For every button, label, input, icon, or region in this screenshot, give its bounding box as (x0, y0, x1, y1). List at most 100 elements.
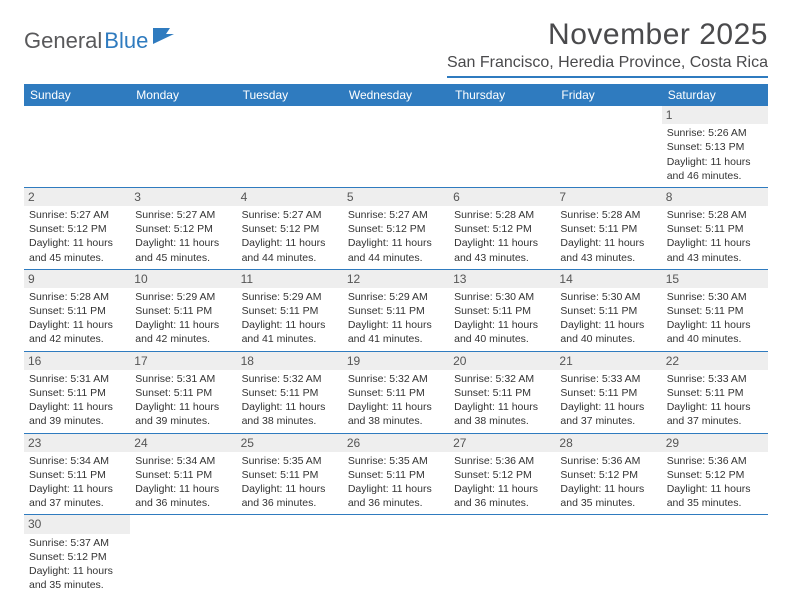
day-details: Sunrise: 5:29 AMSunset: 5:11 PMDaylight:… (241, 290, 339, 347)
calendar-cell: 11 Sunrise: 5:29 AMSunset: 5:11 PMDayligh… (237, 269, 343, 351)
calendar-cell: 16Sunrise: 5:31 AMSunset: 5:11 PMDayligh… (24, 351, 130, 433)
calendar-cell: 28 Sunrise: 5:36 AMSunset: 5:12 PMDayligh… (555, 433, 661, 515)
day-details: Sunrise: 5:27 AMSunset: 5:12 PMDaylight:… (28, 208, 126, 265)
calendar-header-row: SundayMondayTuesdayWednesdayThursdayFrid… (24, 84, 768, 106)
calendar-cell: 13 Sunrise: 5:30 AMSunset: 5:11 PMDayligh… (449, 269, 555, 351)
day-details: Sunrise: 5:28 AMSunset: 5:11 PMDaylight:… (666, 208, 764, 265)
day-header: Sunday (24, 84, 130, 106)
day-header: Wednesday (343, 84, 449, 106)
day-number: 3 (130, 188, 236, 206)
calendar-cell: 4Sunrise: 5:27 AMSunset: 5:12 PMDaylight… (237, 187, 343, 269)
calendar-row: 23Sunrise: 5:34 AMSunset: 5:11 PMDayligh… (24, 433, 768, 515)
calendar-cell: 10Sunrise: 5:29 AMSunset: 5:11 PMDayligh… (130, 269, 236, 351)
calendar-cell: 3 Sunrise: 5:27 AMSunset: 5:12 PMDaylight… (130, 187, 236, 269)
calendar-cell: 23Sunrise: 5:34 AMSunset: 5:11 PMDayligh… (24, 433, 130, 515)
calendar-cell: 27Sunrise: 5:36 AMSunset: 5:12 PMDayligh… (449, 433, 555, 515)
calendar-cell: 9 Sunrise: 5:28 AMSunset: 5:11 PMDaylight… (24, 269, 130, 351)
day-number: 20 (449, 352, 555, 370)
day-number: 26 (343, 434, 449, 452)
calendar-table: SundayMondayTuesdayWednesdayThursdayFrid… (24, 84, 768, 596)
day-details: Sunrise: 5:29 AMSunset: 5:11 PMDaylight:… (347, 290, 445, 347)
day-details: Sunrise: 5:33 AMSunset: 5:11 PMDaylight:… (666, 372, 764, 429)
day-details: Sunrise: 5:26 AMSunset: 5:13 PMDaylight:… (666, 126, 764, 183)
calendar-cell: 8 Sunrise: 5:28 AMSunset: 5:11 PMDaylight… (662, 187, 768, 269)
day-number: 5 (343, 188, 449, 206)
calendar-cell: 26 Sunrise: 5:35 AMSunset: 5:11 PMDayligh… (343, 433, 449, 515)
day-number: 17 (130, 352, 236, 370)
calendar-row: 16Sunrise: 5:31 AMSunset: 5:11 PMDayligh… (24, 351, 768, 433)
day-number: 12 (343, 270, 449, 288)
page-title: November 2025 (447, 18, 768, 52)
day-header: Tuesday (237, 84, 343, 106)
day-header: Thursday (449, 84, 555, 106)
day-number: 24 (130, 434, 236, 452)
calendar-cell: 24 Sunrise: 5:34 AMSunset: 5:11 PMDayligh… (130, 433, 236, 515)
day-number: 22 (662, 352, 768, 370)
day-number: 4 (237, 188, 343, 206)
day-number: 7 (555, 188, 661, 206)
location-text: San Francisco, Heredia Province, Costa R… (447, 54, 768, 78)
flag-icon (152, 26, 178, 46)
day-details: Sunrise: 5:28 AMSunset: 5:12 PMDaylight:… (453, 208, 551, 265)
day-header: Monday (130, 84, 236, 106)
day-number: 6 (449, 188, 555, 206)
day-number: 29 (662, 434, 768, 452)
day-details: Sunrise: 5:30 AMSunset: 5:11 PMDaylight:… (453, 290, 551, 347)
calendar-cell: 6 Sunrise: 5:28 AMSunset: 5:12 PMDaylight… (449, 187, 555, 269)
day-number: 11 (237, 270, 343, 288)
calendar-cell-empty (343, 515, 449, 596)
calendar-cell-empty (237, 106, 343, 187)
day-details: Sunrise: 5:36 AMSunset: 5:12 PMDaylight:… (559, 454, 657, 511)
calendar-cell-empty (662, 515, 768, 596)
day-number: 9 (24, 270, 130, 288)
day-details: Sunrise: 5:35 AMSunset: 5:11 PMDaylight:… (347, 454, 445, 511)
day-number: 1 (662, 106, 768, 124)
day-details: Sunrise: 5:36 AMSunset: 5:12 PMDaylight:… (666, 454, 764, 511)
day-details: Sunrise: 5:37 AMSunset: 5:12 PMDaylight:… (28, 536, 126, 593)
calendar-cell: 5 Sunrise: 5:27 AMSunset: 5:12 PMDaylight… (343, 187, 449, 269)
day-number: 30 (24, 515, 130, 533)
calendar-cell: 1 Sunrise: 5:26 AMSunset: 5:13 PMDaylight… (662, 106, 768, 187)
calendar-cell: 22 Sunrise: 5:33 AMSunset: 5:11 PMDayligh… (662, 351, 768, 433)
day-details: Sunrise: 5:32 AMSunset: 5:11 PMDaylight:… (241, 372, 339, 429)
calendar-row: 30 Sunrise: 5:37 AMSunset: 5:12 PMDayligh… (24, 515, 768, 596)
calendar-cell: 18Sunrise: 5:32 AMSunset: 5:11 PMDayligh… (237, 351, 343, 433)
day-number: 15 (662, 270, 768, 288)
day-details: Sunrise: 5:27 AMSunset: 5:12 PMDaylight:… (134, 208, 232, 265)
header: GeneralBlue November 2025 San Francisco,… (24, 18, 768, 78)
calendar-cell-empty (555, 515, 661, 596)
calendar-cell: 29 Sunrise: 5:36 AMSunset: 5:12 PMDayligh… (662, 433, 768, 515)
calendar-cell-empty (449, 106, 555, 187)
calendar-cell: 14Sunrise: 5:30 AMSunset: 5:11 PMDayligh… (555, 269, 661, 351)
day-details: Sunrise: 5:27 AMSunset: 5:12 PMDaylight:… (347, 208, 445, 265)
calendar-cell: 19Sunrise: 5:32 AMSunset: 5:11 PMDayligh… (343, 351, 449, 433)
calendar-cell: 7 Sunrise: 5:28 AMSunset: 5:11 PMDaylight… (555, 187, 661, 269)
day-details: Sunrise: 5:34 AMSunset: 5:11 PMDaylight:… (134, 454, 232, 511)
day-number: 27 (449, 434, 555, 452)
calendar-cell-empty (24, 106, 130, 187)
calendar-cell-empty (343, 106, 449, 187)
day-number: 28 (555, 434, 661, 452)
calendar-row: 1 Sunrise: 5:26 AMSunset: 5:13 PMDaylight… (24, 106, 768, 187)
calendar-row: 2Sunrise: 5:27 AMSunset: 5:12 PMDaylight… (24, 187, 768, 269)
day-number: 8 (662, 188, 768, 206)
day-number: 14 (555, 270, 661, 288)
day-number: 2 (24, 188, 130, 206)
day-details: Sunrise: 5:28 AMSunset: 5:11 PMDaylight:… (28, 290, 126, 347)
day-details: Sunrise: 5:28 AMSunset: 5:11 PMDaylight:… (559, 208, 657, 265)
day-number: 19 (343, 352, 449, 370)
calendar-cell-empty (130, 515, 236, 596)
day-number: 13 (449, 270, 555, 288)
day-number: 16 (24, 352, 130, 370)
day-number: 10 (130, 270, 236, 288)
calendar-cell: 21 Sunrise: 5:33 AMSunset: 5:11 PMDayligh… (555, 351, 661, 433)
day-details: Sunrise: 5:34 AMSunset: 5:11 PMDaylight:… (28, 454, 126, 511)
day-number: 21 (555, 352, 661, 370)
day-details: Sunrise: 5:33 AMSunset: 5:11 PMDaylight:… (559, 372, 657, 429)
calendar-cell-empty (555, 106, 661, 187)
calendar-cell: 2 Sunrise: 5:27 AMSunset: 5:12 PMDaylight… (24, 187, 130, 269)
title-block: November 2025 San Francisco, Heredia Pro… (447, 18, 768, 78)
calendar-row: 9 Sunrise: 5:28 AMSunset: 5:11 PMDaylight… (24, 269, 768, 351)
day-details: Sunrise: 5:32 AMSunset: 5:11 PMDaylight:… (453, 372, 551, 429)
calendar-cell: 25Sunrise: 5:35 AMSunset: 5:11 PMDayligh… (237, 433, 343, 515)
